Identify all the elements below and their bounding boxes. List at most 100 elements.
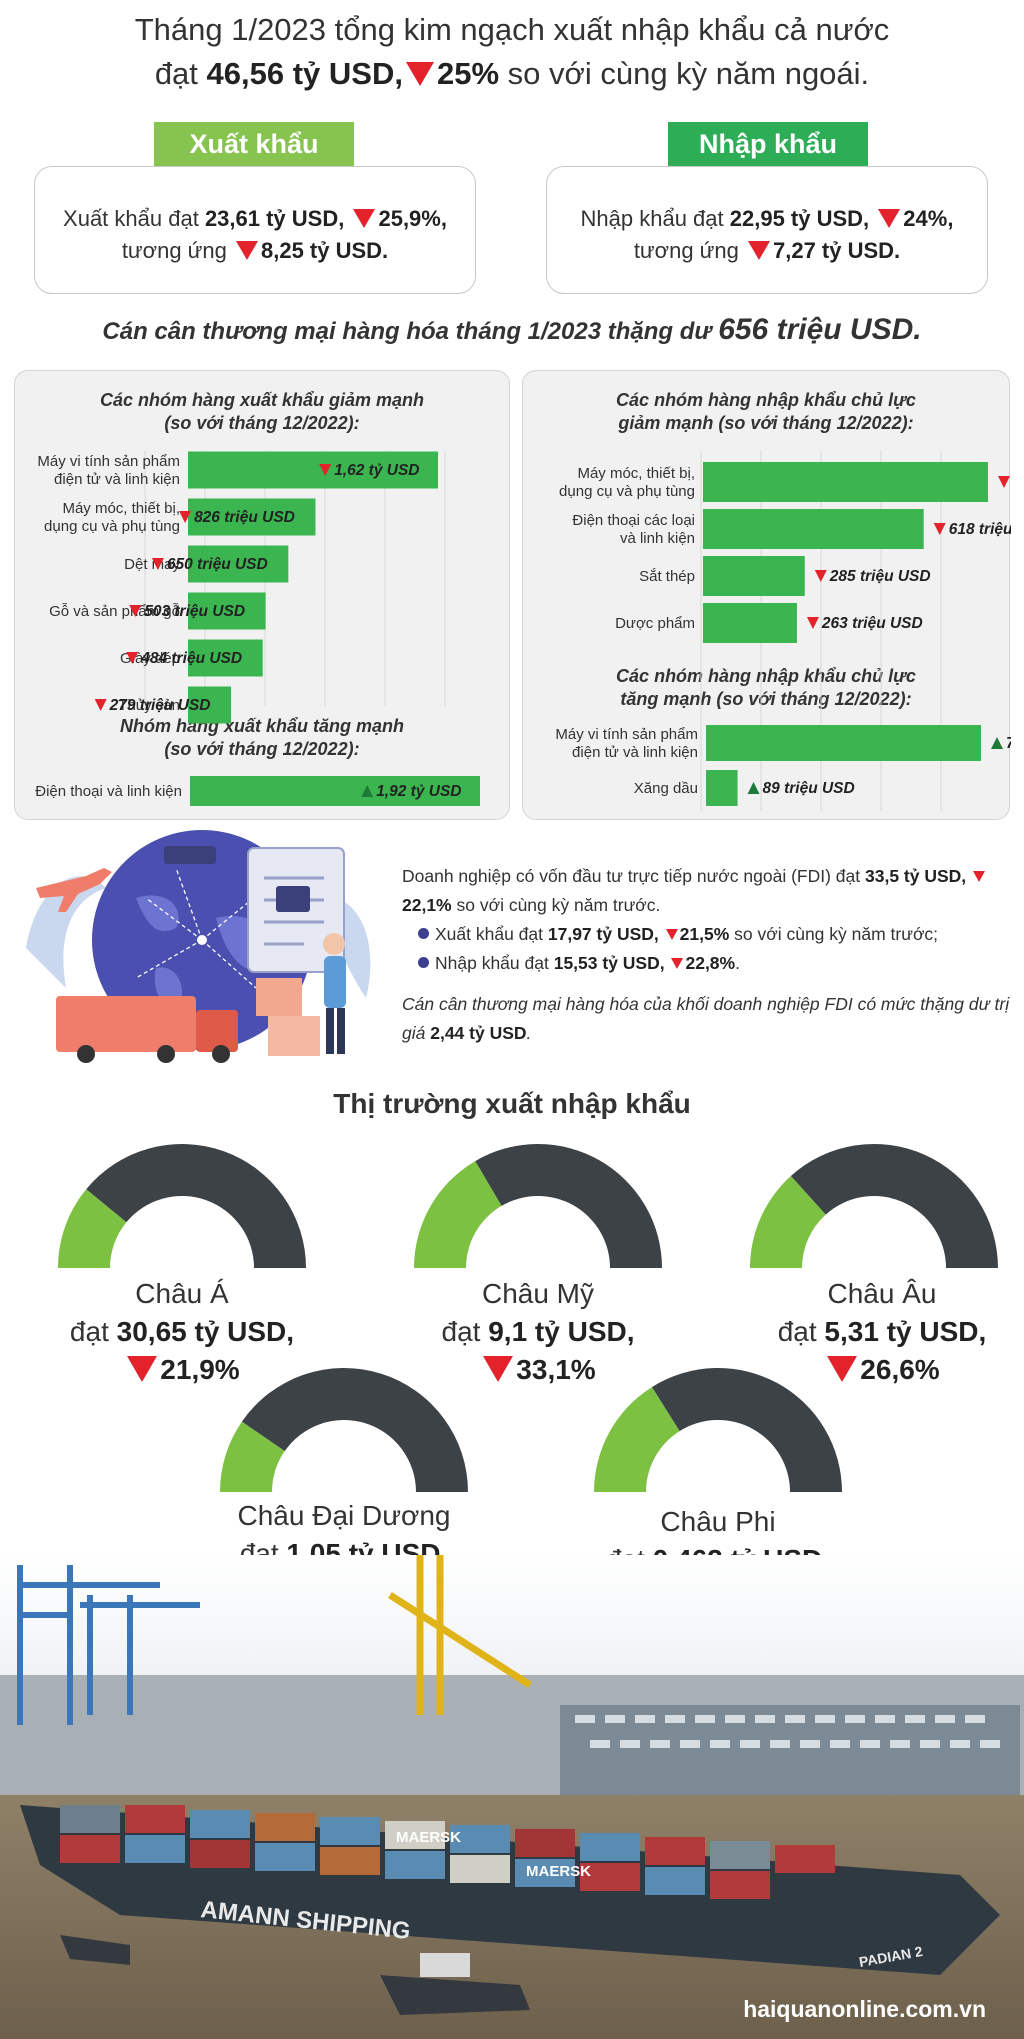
import-tag: Nhập khẩu — [668, 122, 868, 166]
balance-text: Cán cân thương mại hàng hóa tháng 1/2023… — [102, 318, 712, 345]
headline-post: so với cùng kỳ năm ngoái. — [507, 56, 870, 91]
category-label: Gỗ và sản phẩm gỗ — [49, 603, 180, 620]
fdi-note: Cán cân thương mại hàng hóa của khối doa… — [402, 990, 1012, 1048]
down-arrow-icon — [806, 617, 819, 629]
market-change-pct: 26,6% — [860, 1354, 940, 1385]
gauge-change-arc — [414, 1161, 502, 1268]
value-label: 1,92 tỷ USD — [376, 783, 461, 800]
import-pre: Nhập khẩu đạt — [580, 206, 724, 231]
value-label: 279 triệu USD — [109, 697, 211, 714]
up-arrow-icon — [361, 785, 374, 797]
markets-title: Thị trường xuất nhập khẩu — [333, 1088, 691, 1119]
fdi-bullet-import: Nhập khẩu đạt 15,53 tỷ USD, 22,8%. — [402, 949, 1012, 978]
bar — [703, 509, 924, 549]
down-arrow-icon — [236, 241, 258, 260]
market-value-num: 5,31 tỷ USD, — [824, 1316, 987, 1347]
bar — [188, 545, 289, 583]
bar — [706, 770, 738, 806]
market-value: đạt 5,31 tỷ USD, — [722, 1313, 1024, 1351]
market-gauges — [58, 1144, 998, 1492]
value-label: 503 triệu USD — [144, 603, 245, 620]
down-arrow-icon — [127, 1356, 158, 1382]
bar — [190, 776, 480, 806]
market-value-pre: đạt — [69, 1316, 109, 1347]
market-name: Châu Đại Dương — [237, 1500, 451, 1531]
down-arrow-icon — [748, 241, 770, 260]
export-summary-box: Xuất khẩu đạt 23,61 tỷ USD, 25,9%, tương… — [34, 166, 476, 294]
category-label: điện tử và linh kiện — [572, 744, 698, 761]
category-label: dụng cụ và phụ tùng — [44, 518, 180, 535]
down-arrow-icon — [353, 209, 376, 228]
trade-globe-illustration — [26, 830, 371, 1063]
bar — [703, 462, 988, 502]
import-up-title-line1: Các nhóm hàng nhập khẩu chủ lực — [616, 666, 916, 686]
balance-value: 656 triệu USD. — [718, 313, 922, 346]
import-down-title: Các nhóm hàng nhập khẩu chủ lực giảm mạn… — [523, 389, 1009, 435]
bar — [703, 603, 797, 643]
down-arrow-icon — [405, 62, 434, 86]
market-name: Châu Á — [135, 1278, 229, 1309]
fdi-b2-post: . — [735, 953, 740, 973]
down-arrow-icon — [973, 871, 986, 882]
gauge-remaining-arc — [86, 1144, 306, 1268]
value-label: 776 triệu USD — [1006, 735, 1011, 752]
headline-pct: 25% — [436, 56, 500, 91]
trade-balance: Cán cân thương mại hàng hóa tháng 1/2023… — [0, 313, 1024, 347]
fdi-b1-value: 17,97 tỷ USD, — [547, 924, 659, 944]
category-label: Máy vi tính sản phẩm — [37, 453, 180, 470]
export-value2: 8,25 tỷ USD. — [261, 238, 389, 263]
market-name: Châu Phi — [660, 1506, 776, 1537]
category-label: Thủy sản — [118, 697, 180, 714]
export-pre2: tương ứng — [121, 238, 227, 263]
import-value: 22,95 tỷ USD, — [729, 206, 870, 231]
market-change-pct: 21,9% — [160, 1354, 240, 1385]
headline-line2: đạt 46,56 tỷ USD, 25% so với cùng kỳ năm … — [30, 52, 994, 96]
bar — [188, 592, 266, 630]
market-value-num: 9,1 tỷ USD, — [488, 1316, 635, 1347]
value-label: 1,62 tỷ USD — [334, 462, 419, 479]
down-arrow-icon — [933, 523, 946, 535]
bar — [188, 498, 316, 536]
down-arrow-icon — [671, 958, 684, 969]
gauge-change-arc — [750, 1176, 826, 1268]
fdi-b1-post: so với cùng kỳ năm trước; — [734, 924, 939, 944]
import-up-title: Các nhóm hàng nhập khẩu chủ lực tăng mạn… — [523, 665, 1009, 711]
fdi-p1-pre: Doanh nghiệp có vốn đầu tư trực tiếp nướ… — [402, 866, 861, 886]
import-pre2: tương ứng — [633, 238, 739, 263]
gauge-remaining-arc — [790, 1144, 998, 1268]
gauge-change-arc — [594, 1387, 680, 1492]
gauge-remaining-arc — [651, 1368, 842, 1492]
value-label: 89 triệu USD — [763, 780, 855, 797]
category-label: dụng cụ và phụ tùng — [559, 483, 695, 500]
container-label: MAERSK — [396, 1829, 461, 1846]
value-label: 484 triệu USD — [140, 650, 242, 667]
bullet-icon — [418, 928, 429, 939]
down-arrow-icon — [151, 558, 164, 570]
import-bar-chart: Máy móc, thiết bị,dụng cụ và phụ tùng798… — [555, 451, 1011, 811]
market-label: Châu Mỹ đạt 9,1 tỷ USD, 33,1% — [378, 1275, 698, 1389]
fdi-b2-pct: 22,8% — [685, 953, 736, 973]
fdi-p1-value: 33,5 tỷ USD, — [865, 866, 967, 886]
market-change-pct: 33,1% — [516, 1354, 596, 1385]
bar — [706, 725, 981, 761]
export-up-title-line2: (so với tháng 12/2022): — [164, 739, 360, 759]
fdi-b1-pct: 21,5% — [679, 924, 730, 944]
import-down-title-line1: Các nhóm hàng nhập khẩu chủ lực — [616, 390, 916, 410]
category-label: Xăng dầu — [634, 780, 698, 797]
gauge-change-arc — [220, 1421, 285, 1492]
category-label: Dệt may — [124, 556, 180, 573]
down-arrow-icon — [878, 209, 901, 228]
headline-value: 46,56 tỷ USD, — [206, 56, 403, 91]
export-down-title-line1: Các nhóm hàng xuất khẩu giảm mạnh — [99, 390, 425, 410]
category-label: Dược phẩm — [615, 615, 695, 632]
market-change: 21,9% — [22, 1351, 342, 1389]
value-label: 263 triệu USD — [821, 615, 923, 632]
port-photo: MAERSK MAERSK AMANN SHIPPING PADIAN 2 — [0, 1555, 1024, 2039]
fdi-b2-pre: Nhập khẩu đạt — [435, 953, 549, 973]
export-pre: Xuất khẩu đạt — [63, 206, 199, 231]
value-label: 285 triệu USD — [829, 568, 931, 585]
fdi-text: Doanh nghiệp có vốn đầu tư trực tiếp nướ… — [402, 862, 1012, 1048]
import-summary-box: Nhập khẩu đạt 22,95 tỷ USD, 24%, tương ứ… — [546, 166, 988, 294]
